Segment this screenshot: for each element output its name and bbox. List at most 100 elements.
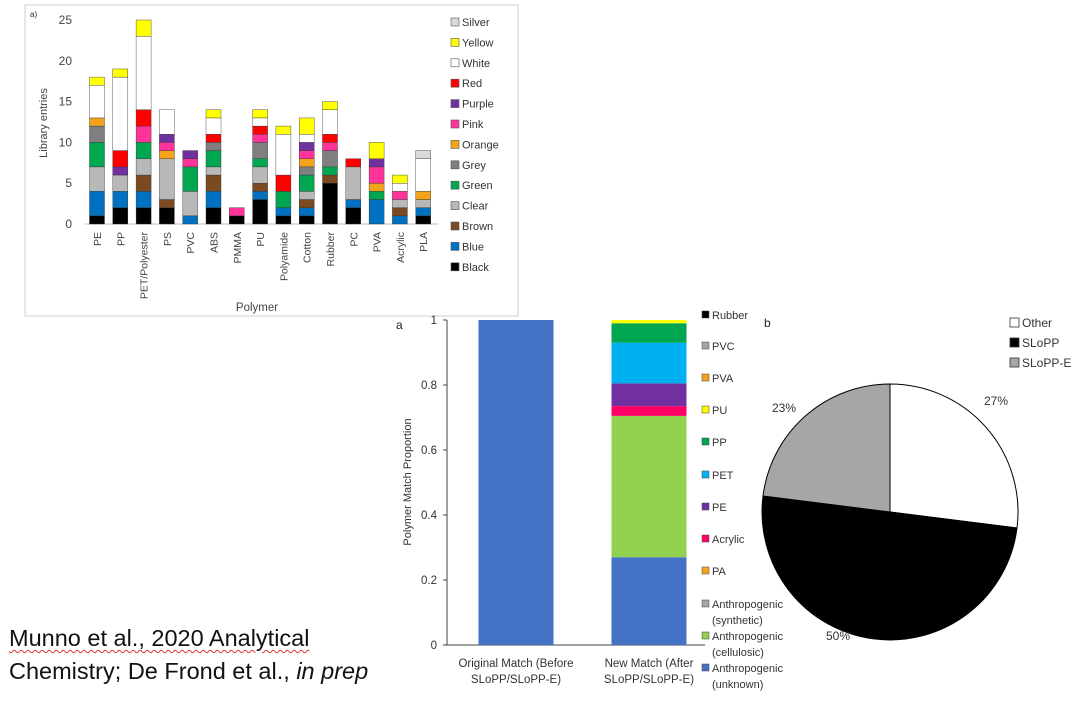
y-tick-label: 0.8: [421, 380, 437, 392]
y-axis-label: Polymer Match Proportion: [402, 418, 414, 545]
bar-segment-pink: [182, 158, 198, 168]
legend-label: Acrylic: [712, 534, 745, 546]
legend: Rubber PVC PVA PU PP PET PE Acrylic PA Anthropoge…: [701, 310, 783, 691]
legend-swatch-brown: [450, 221, 460, 231]
bar-segment-grey: [205, 142, 222, 151]
y-axis-label: Library entries: [38, 88, 50, 158]
legend-swatch-other: [1009, 317, 1020, 328]
x-tick-label: PVC: [185, 232, 197, 254]
bar-segment-grey: [322, 150, 338, 168]
x-axis-ticks: Original Match (Before SLoPP/SLoPP-E) New …: [458, 658, 694, 686]
x-tick-label-line2: SLoPP/SLoPP-E): [604, 674, 694, 686]
bar-segment-black: [135, 207, 152, 225]
legend-swatch-black: [450, 262, 460, 272]
legend-swatch-rubber: [701, 310, 710, 319]
bar-segment-red: [205, 134, 222, 143]
pie-label-slopp-e: 23%: [772, 401, 796, 415]
bar-segment-blue: [275, 207, 292, 217]
panel-label-a-small: a): [30, 10, 37, 19]
x-tick-label: PU: [255, 232, 267, 247]
bar-segment-purple: [368, 158, 385, 168]
bar-segment-blue: [112, 191, 129, 208]
y-tick-label: 1: [431, 315, 437, 327]
x-tick-label: PVA: [372, 232, 384, 252]
bar-segment-black: [159, 207, 175, 225]
legend-swatch-anthropogenic-unknown: [701, 663, 710, 672]
legend-swatch-pu: [701, 405, 710, 414]
polymer-match-chart: a Polymer Match Proportion 0 0.2 0.4 0.6 0.8…: [396, 310, 783, 691]
x-tick-label: Acrylic: [395, 232, 407, 263]
bar-segment-purple: [182, 150, 198, 159]
bar-segment-clear: [159, 158, 175, 200]
bar-segment-green: [368, 191, 385, 200]
bar-segment-black: [229, 215, 245, 225]
legend-swatch-pet: [701, 470, 710, 479]
bar-segment-purple: [159, 134, 175, 143]
bar-segment-blue: [345, 199, 361, 208]
bar-segment-red: [275, 174, 292, 192]
bar-segment-clear: [205, 166, 222, 176]
bar-segment-white: [392, 182, 408, 192]
bar-segment-brown: [159, 199, 175, 208]
x-tick-label: PLA: [418, 232, 430, 252]
bar-segment-pink: [299, 150, 315, 159]
bar-segment-clear: [182, 191, 198, 217]
legend-swatch-purple: [450, 99, 460, 108]
bar-segment-red: [252, 125, 268, 135]
bar-segment-white: [112, 76, 129, 151]
legend-label: PA: [712, 566, 727, 578]
x-axis-ticks: PE PP PET/Polyester PS PVC ABS PMMA PU Polyamide…: [92, 231, 430, 299]
legend-label: Grey: [462, 160, 486, 172]
legend-label: Anthropogenic: [712, 663, 783, 675]
bar-segment-black: [345, 207, 361, 225]
citation: Munno et al., 2020 Analytical Chemistry;…: [9, 622, 368, 688]
bar-segment-white: [205, 117, 222, 135]
citation-line-1: Munno et al., 2020 Analytical: [9, 622, 368, 655]
legend-label: (unknown): [712, 679, 763, 691]
legend-label: Purple: [462, 99, 494, 111]
bar-segment-blue: [299, 207, 315, 217]
bar-segment-pet: [611, 342, 687, 384]
bar-segment-green: [252, 158, 268, 168]
bar-segment-red: [112, 150, 129, 168]
legend-swatch-white: [450, 58, 460, 68]
bar-segment-grey: [89, 125, 105, 143]
bar-segment-black: [275, 215, 292, 225]
legend-label: PET: [712, 470, 734, 482]
legend-label: Anthropogenic: [712, 599, 783, 611]
legend-label: Green: [462, 180, 493, 192]
bar-segment-purple: [112, 166, 129, 176]
bar-segment-anthropogenic-unknown: [478, 320, 554, 645]
bar-segment-blue: [368, 199, 385, 225]
legend-swatch-slopp-e: [1009, 357, 1020, 368]
bar-segment-blue: [252, 191, 268, 200]
bar-segment-anthropogenic-unknown: [611, 557, 687, 645]
y-tick-label: 0: [431, 640, 437, 652]
x-tick-label: PC: [348, 232, 360, 247]
x-tick-label: PS: [162, 232, 174, 246]
bars: [89, 19, 431, 225]
bar-segment-green: [182, 166, 198, 192]
bar-segment-yellow: [205, 109, 222, 119]
pie-slices: [761, 383, 1019, 641]
citation-line-2: Chemistry; De Frond et al., in prep: [9, 655, 368, 688]
bar-segment-orange: [415, 191, 431, 200]
legend-label: Silver: [462, 17, 490, 29]
x-tick-label: PMMA: [232, 232, 244, 264]
bar-segment-brown: [392, 207, 408, 217]
bar-segment-white: [322, 109, 338, 135]
bar-segment-pink: [392, 191, 408, 200]
y-tick-label: 20: [59, 54, 73, 68]
bar-segment-clear: [135, 158, 152, 176]
bar-segment-pu: [611, 320, 687, 324]
chart-border: [24, 4, 519, 317]
legend-label: PP: [712, 437, 727, 449]
legend-swatch-pva: [701, 373, 710, 382]
legend-label: Clear: [462, 201, 489, 213]
legend-label: SLoPP: [1022, 336, 1059, 350]
bar-segment-clear: [392, 199, 408, 208]
y-tick-label: 0.2: [421, 575, 437, 587]
bar-segment-blue: [415, 207, 431, 217]
y-tick-label: 15: [59, 95, 73, 109]
legend-label: PVA: [712, 373, 734, 385]
